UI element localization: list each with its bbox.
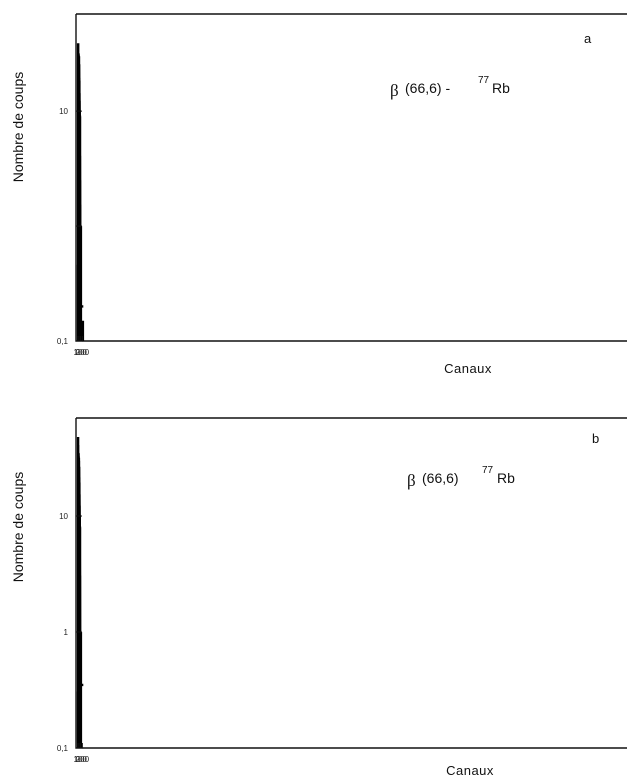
panel-a-ylabel: Nombre de coups bbox=[10, 72, 26, 183]
panel-b-annotation-text: (66,6) bbox=[422, 470, 459, 486]
panel-b-annotation-mass: 77 bbox=[482, 465, 494, 476]
panel-b-annotation: β (66,6) 77 Rb bbox=[407, 465, 515, 490]
panel-b-letter: b bbox=[592, 431, 599, 446]
panel-a-letter: a bbox=[584, 31, 592, 46]
panel-a-xlabel: Canaux bbox=[444, 361, 492, 376]
panel-b-frame bbox=[75, 417, 627, 749]
panel-b-xlabel: Canaux bbox=[446, 763, 494, 778]
y-tick-label: 10 bbox=[59, 512, 68, 521]
panel-b-ylabel: Nombre de coups bbox=[10, 472, 26, 583]
panel-a-annotation-mass: 77 bbox=[478, 75, 490, 86]
panel-a-marks bbox=[76, 43, 85, 342]
panel-a-frame bbox=[75, 13, 627, 342]
panel-b-annotation-symbol: β bbox=[407, 471, 416, 490]
x-tick-label: 200 bbox=[76, 348, 90, 357]
x-tick-label: 0 bbox=[76, 348, 81, 357]
panel-a-annotation-symbol: β bbox=[390, 81, 399, 100]
x-tick-label: 100 bbox=[74, 348, 88, 357]
panel-b-annotation-element: Rb bbox=[497, 470, 515, 486]
y-tick-label: 0,1 bbox=[57, 337, 69, 346]
y-tick-label: 10 bbox=[59, 107, 68, 116]
x-tick-label: 0 bbox=[76, 755, 81, 764]
y-tick-label: 1 bbox=[64, 628, 69, 637]
panel-a-annotation: β (66,6) - 77 Rb bbox=[390, 75, 510, 100]
panel-a-annotation-text: (66,6) - bbox=[405, 80, 450, 96]
panel-b-marks bbox=[76, 437, 84, 749]
x-tick-label: 200 bbox=[76, 755, 90, 764]
panel-a-annotation-element: Rb bbox=[492, 80, 510, 96]
x-tick-label: 100 bbox=[74, 755, 88, 764]
y-tick-label: 0,1 bbox=[57, 744, 69, 753]
